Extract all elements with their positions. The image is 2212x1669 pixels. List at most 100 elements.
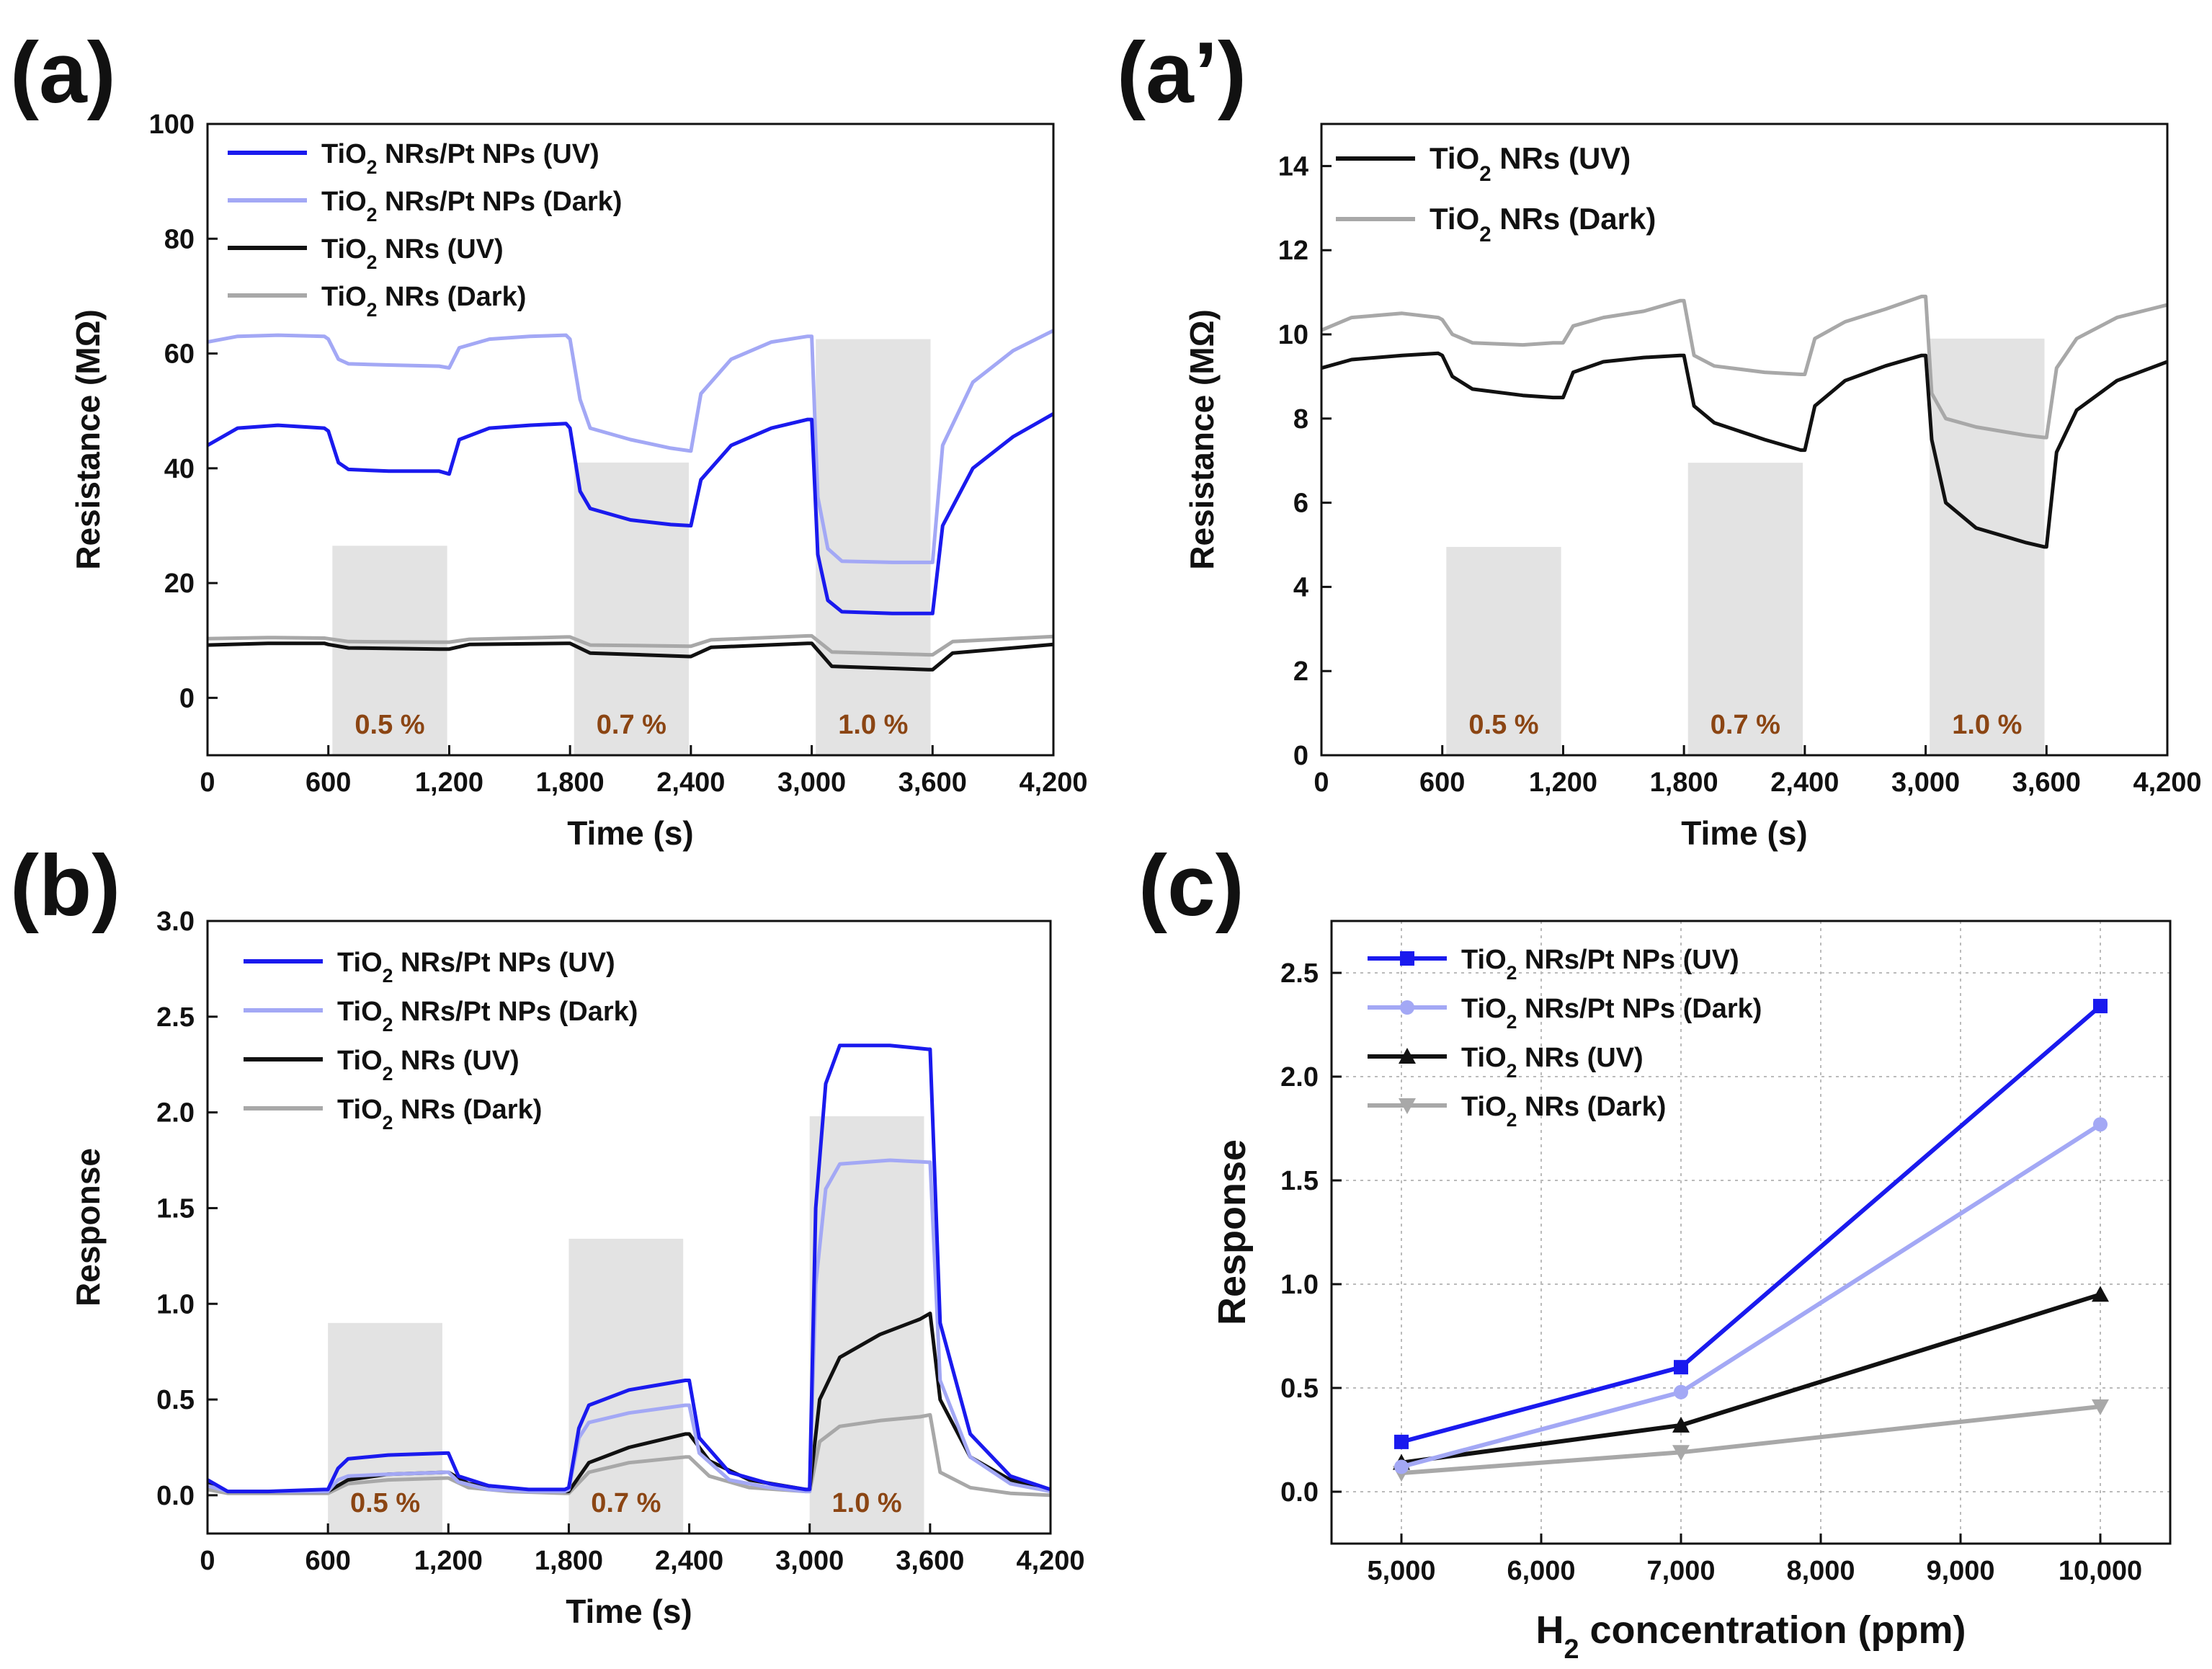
legend: TiO2 NRs (UV) TiO2 NRs (Dark) bbox=[1336, 141, 1656, 246]
series-line-0 bbox=[208, 412, 1053, 615]
data-point-2-2 bbox=[2092, 1286, 2109, 1302]
legend-entry-0-sub: 2 bbox=[383, 965, 393, 987]
data-point-0-2 bbox=[2093, 999, 2108, 1014]
legend-entry-2-rest: NRs (UV) bbox=[377, 234, 503, 264]
legend-entry-0-main: TiO bbox=[321, 139, 367, 169]
x-tick-label: 3,000 bbox=[777, 767, 846, 798]
plot-frame bbox=[206, 123, 1055, 757]
y-tick-label: 60 bbox=[164, 339, 195, 370]
y-tick-label: 8 bbox=[1293, 404, 1308, 435]
exposure-region bbox=[328, 1322, 442, 1534]
legend-entry-3-sub: 2 bbox=[383, 1112, 393, 1134]
x-tick-label: 2,400 bbox=[656, 767, 725, 798]
y-tick-label: 2.0 bbox=[1280, 1062, 1319, 1092]
x-tick-label: 3,000 bbox=[775, 1546, 844, 1576]
data-point-0-1 bbox=[1674, 1360, 1688, 1375]
x-tick-label: 600 bbox=[306, 767, 351, 798]
series-line-2 bbox=[208, 641, 1053, 672]
y-tick-label: 1.0 bbox=[1280, 1270, 1319, 1300]
x-tick-label: 4,200 bbox=[2133, 767, 2201, 798]
data-point-1-2 bbox=[2093, 1117, 2108, 1132]
legend-entry-2-main: TiO bbox=[321, 234, 367, 264]
legend-marker bbox=[1400, 951, 1414, 966]
legend-entry-3-sub: 2 bbox=[367, 299, 378, 321]
legend-entry-3-rest: NRs (Dark) bbox=[1517, 1092, 1666, 1122]
series-line-1 bbox=[208, 1158, 1051, 1494]
exposure-region bbox=[1930, 338, 2045, 756]
x-axis-title: Time (s) bbox=[1681, 814, 1808, 852]
legend-entry-0-main: TiO bbox=[1461, 945, 1507, 975]
y-tick-label: 12 bbox=[1278, 236, 1308, 266]
x-tick-label: 600 bbox=[1419, 767, 1465, 798]
legend: TiO2 NRs/Pt NPs (UV)TiO2 NRs/Pt NPs (Dar… bbox=[228, 139, 622, 321]
x-axis-title: H2 concentration (ppm) bbox=[1535, 1608, 1966, 1665]
y-tick-label: 4 bbox=[1293, 572, 1308, 602]
legend-entry-0-rest: NRs/Pt NPs (UV) bbox=[377, 139, 599, 169]
legend-entry-0-sub: 2 bbox=[1507, 962, 1517, 984]
series-line-0 bbox=[208, 1043, 1051, 1494]
legend-entry-3: TiO2 NRs (Dark) bbox=[321, 282, 526, 321]
data-point-3-2 bbox=[2092, 1399, 2109, 1415]
x-tick-label: 3,600 bbox=[898, 767, 967, 798]
x-tick-label: 3,000 bbox=[1891, 767, 1960, 798]
legend-entry-1: TiO2 NRs/Pt NPs (Dark) bbox=[1461, 994, 1762, 1033]
legend-entry-3-main: TiO bbox=[321, 282, 367, 312]
legend: TiO2 NRs/Pt NPs (UV)TiO2 NRs/Pt NPs (Dar… bbox=[1368, 945, 1762, 1131]
y-tick-label: 14 bbox=[1278, 151, 1308, 182]
y-tick-label: 2 bbox=[1293, 657, 1308, 687]
concentration-label: 0.5 % bbox=[1468, 710, 1538, 740]
y-tick-label: 1.5 bbox=[156, 1193, 195, 1224]
plot-frame bbox=[206, 920, 1052, 1535]
series-line-3 bbox=[208, 1412, 1051, 1497]
legend-entry-2-main: TiO bbox=[337, 1046, 383, 1076]
x-axis-title-main: H bbox=[1535, 1608, 1564, 1652]
y-tick-label: 2.5 bbox=[156, 1002, 195, 1033]
data-point-3-1 bbox=[1672, 1445, 1690, 1461]
legend-entry-3: TiO2 NRs (Dark) bbox=[1461, 1092, 1666, 1131]
legend-entry-1-main: TiO bbox=[337, 997, 383, 1027]
legend-entry-1: TiO2 NRs/Pt NPs (Dark) bbox=[321, 187, 622, 226]
x-tick-label: 4,200 bbox=[1019, 767, 1087, 798]
legend-entry-2: TiO2 NRs (UV) bbox=[1461, 1043, 1644, 1082]
plot-frame bbox=[1320, 123, 2169, 757]
legend-marker bbox=[1399, 1048, 1416, 1064]
x-tick-label: 3,600 bbox=[896, 1546, 964, 1576]
legend-entry-0: TiO2 NRs (UV) bbox=[1430, 141, 1631, 186]
y-axis-title: Resistance (MΩ) bbox=[1183, 309, 1221, 570]
x-tick-label: 1,800 bbox=[536, 767, 605, 798]
y-tick-label: 1.0 bbox=[156, 1289, 195, 1319]
y-tick-label: 0.0 bbox=[1280, 1477, 1319, 1508]
x-tick-label: 2,400 bbox=[1770, 767, 1839, 798]
legend-entry-1-sub: 2 bbox=[1507, 1011, 1517, 1033]
x-tick-label: 3,600 bbox=[2012, 767, 2081, 798]
legend-entry-1-main: TiO bbox=[1430, 202, 1479, 236]
y-tick-label: 0.0 bbox=[156, 1481, 195, 1511]
x-tick-label: 5,000 bbox=[1367, 1556, 1435, 1586]
legend-entry-1-rest: NRs (Dark) bbox=[1491, 202, 1656, 236]
y-tick-label: 0.5 bbox=[156, 1385, 195, 1415]
legend-entry-3-rest: NRs (Dark) bbox=[393, 1095, 542, 1125]
legend-entry-0: TiO2 NRs/Pt NPs (UV) bbox=[321, 139, 599, 178]
x-tick-label: 0 bbox=[200, 767, 215, 798]
exposure-region bbox=[574, 462, 690, 755]
legend-entry-1-sub: 2 bbox=[1479, 223, 1491, 246]
concentration-label: 0.5 % bbox=[350, 1488, 420, 1518]
series-line-0 bbox=[1321, 351, 2167, 549]
y-tick-label: 2.0 bbox=[156, 1098, 195, 1129]
legend-marker bbox=[1399, 1098, 1416, 1114]
data-point-1-0 bbox=[1394, 1459, 1409, 1474]
concentration-label: 1.0 % bbox=[838, 710, 908, 740]
plot-frame bbox=[1330, 920, 2172, 1545]
legend-entry-2: TiO2 NRs (UV) bbox=[321, 234, 504, 273]
legend-entry-1-main: TiO bbox=[1461, 994, 1507, 1024]
legend-entry-1-main: TiO bbox=[321, 187, 367, 217]
legend-marker bbox=[1400, 1000, 1414, 1015]
x-tick-label: 8,000 bbox=[1786, 1556, 1855, 1586]
legend-entry-2-main: TiO bbox=[1461, 1043, 1507, 1073]
exposure-region bbox=[816, 339, 931, 755]
x-tick-label: 1,200 bbox=[414, 1546, 483, 1576]
legend-entry-1: TiO2 NRs/Pt NPs (Dark) bbox=[337, 997, 638, 1036]
exposure-region bbox=[568, 1238, 684, 1534]
panel-c: (c) 5,000 6,000 7,000 8,000 9,000 10,000 0.0 0.5… bbox=[1138, 837, 2172, 1665]
